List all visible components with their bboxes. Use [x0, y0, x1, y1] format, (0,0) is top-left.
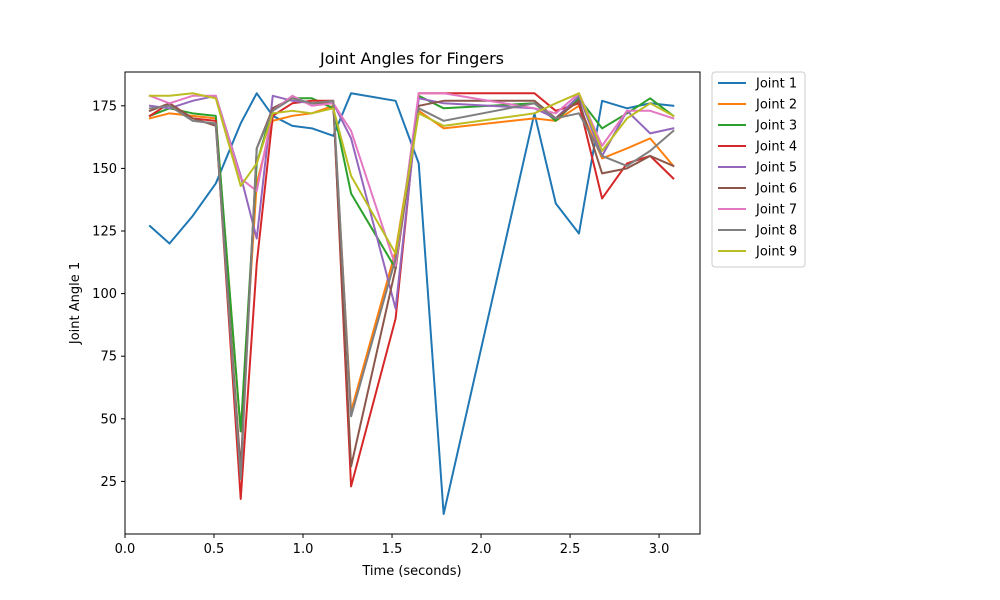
x-axis: 0.0 0.5 1.0 1.5 2.0 2.5 3.0: [115, 534, 670, 557]
series-line-joint-7: [148, 92, 675, 268]
legend-label-joint-2: Joint 2: [755, 98, 797, 113]
legend-label-joint-8: Joint 8: [755, 224, 797, 239]
y-tick-label: 100: [92, 287, 117, 302]
legend-label-joint-3: Joint 3: [755, 119, 797, 134]
y-tick-label: 125: [92, 225, 117, 240]
legend-label-joint-4: Joint 4: [755, 140, 797, 155]
plot-area: [124, 71, 701, 535]
y-tick-label: 50: [100, 412, 117, 427]
series-line-joint-3: [148, 94, 675, 433]
legend-label-joint-5: Joint 5: [755, 161, 797, 176]
y-tick-label: 175: [92, 99, 117, 114]
x-axis-label: Time (seconds): [361, 564, 461, 579]
chart-title: Joint Angles for Fingers: [319, 49, 504, 68]
legend-label-joint-9: Joint 9: [755, 245, 797, 260]
legend-label-joint-1: Joint 1: [755, 77, 797, 92]
y-axis-label: Joint Angle 1: [68, 262, 83, 345]
y-tick-label: 25: [100, 475, 117, 490]
plot-frame: [124, 71, 701, 535]
y-tick-label: 75: [100, 350, 117, 365]
series-line-joint-8: [148, 97, 675, 480]
y-tick-label: 150: [92, 162, 117, 177]
x-tick-label: 1.5: [382, 542, 403, 557]
x-tick-label: 2.0: [471, 542, 492, 557]
legend-box: [711, 71, 806, 268]
x-tick-label: 0.5: [204, 542, 225, 557]
x-tick-label: 3.0: [649, 542, 670, 557]
series-line-joint-1: [148, 92, 675, 515]
legend-label-joint-7: Joint 7: [755, 203, 797, 218]
x-tick-label: 1.0: [293, 542, 314, 557]
x-tick-label: 2.5: [560, 542, 581, 557]
series-line-joint-9: [148, 92, 675, 255]
x-tick-label: 0.0: [115, 542, 136, 557]
legend: Joint 1 Joint 2 Joint 3 Joint 4 Joint 5 Joint…: [711, 71, 806, 268]
legend-label-joint-6: Joint 6: [755, 182, 797, 197]
y-axis: 25 50 75 100 125 150 175: [92, 99, 125, 490]
